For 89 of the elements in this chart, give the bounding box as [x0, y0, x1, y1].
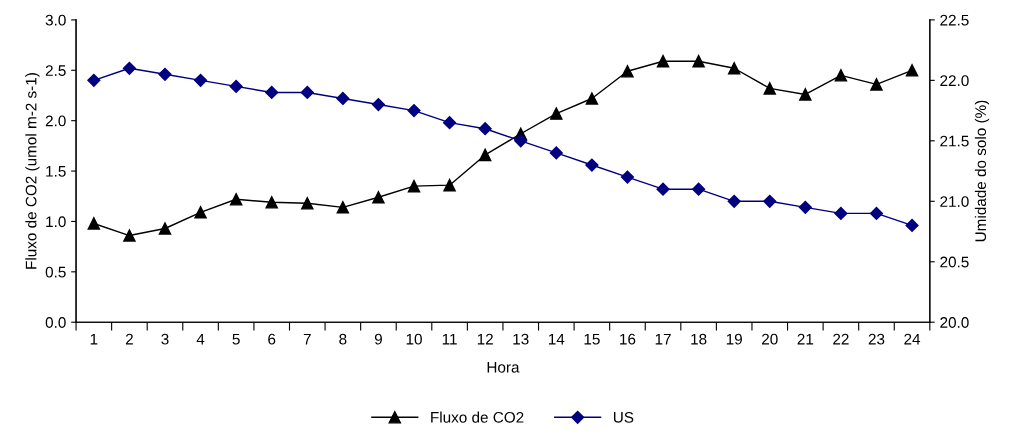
- point: [620, 170, 635, 184]
- point: [692, 54, 705, 68]
- point: [692, 182, 706, 196]
- x-tick-label: 3: [161, 333, 169, 345]
- y2-tick-label: 21.5: [940, 135, 969, 147]
- x-tick-label: 21: [797, 333, 814, 345]
- point: [229, 79, 243, 93]
- point: [798, 200, 812, 214]
- point: [336, 91, 350, 106]
- point: [905, 218, 919, 233]
- x-tick-label: 11: [442, 333, 457, 345]
- x-tick-label: 4: [196, 333, 205, 345]
- point: [336, 201, 350, 214]
- point: [799, 88, 812, 101]
- point: [834, 206, 848, 220]
- y2-axis-title: Umidade do solo (%): [974, 100, 990, 242]
- point: [193, 73, 208, 87]
- legend-label: US: [613, 411, 634, 423]
- x-tick-label: 2: [125, 333, 133, 345]
- x-tick-label: 18: [691, 333, 707, 345]
- point: [621, 65, 634, 78]
- x-tick-label: 20: [762, 333, 778, 345]
- x-tick-label: 5: [232, 333, 240, 345]
- point: [87, 73, 101, 87]
- x-tick-label: 12: [477, 333, 493, 345]
- y-tick-label: 3.0: [45, 14, 66, 26]
- x-axis-title: Hora: [487, 362, 520, 373]
- point: [763, 194, 777, 208]
- point: [300, 85, 314, 100]
- x-tick-label: 1: [90, 333, 98, 345]
- y-tick-label: 1.5: [46, 166, 66, 177]
- x-tick-label: 24: [904, 333, 921, 345]
- point: [122, 61, 136, 75]
- point: [407, 179, 421, 193]
- point: [372, 191, 385, 204]
- x-tick-label: 8: [339, 333, 347, 345]
- y2-tick-label: 20.0: [940, 317, 969, 328]
- point: [905, 64, 919, 77]
- point: [407, 104, 421, 118]
- x-tick-label: 23: [868, 333, 885, 345]
- x-tick-label: 6: [268, 333, 276, 345]
- y-tick-label: 0.5: [45, 266, 66, 278]
- point: [763, 82, 777, 95]
- x-tick-label: 22: [833, 333, 849, 345]
- point: [585, 92, 599, 105]
- point: [301, 197, 314, 210]
- x-tick-label: 17: [655, 333, 671, 345]
- point: [514, 134, 528, 148]
- y-tick-label: 1.0: [46, 216, 66, 228]
- point: [229, 193, 243, 206]
- point: [442, 116, 457, 130]
- point: [158, 222, 172, 235]
- y-tick-label: 2.5: [45, 65, 66, 76]
- x-tick-label: 13: [513, 333, 529, 345]
- x-tick-label: 19: [726, 333, 742, 345]
- y2-tick-label: 21.0: [940, 196, 969, 207]
- point: [549, 146, 563, 160]
- point: [478, 122, 492, 136]
- point: [158, 67, 172, 81]
- y-tick-label: 2.0: [45, 115, 66, 127]
- x-tick-label: 7: [303, 333, 311, 345]
- x-tick-label: 15: [584, 333, 600, 345]
- y2-tick-label: 22.0: [940, 75, 969, 87]
- x-tick-label: 9: [374, 333, 382, 345]
- y-axis-title: Fluxo de CO2 (umol m-2 s-1): [25, 73, 40, 269]
- point: [443, 178, 456, 192]
- point: [265, 196, 278, 209]
- point: [585, 158, 599, 172]
- point: [834, 69, 848, 82]
- point: [727, 194, 741, 208]
- point: [727, 62, 741, 75]
- point: [265, 85, 279, 100]
- point: [869, 206, 884, 220]
- point: [478, 148, 492, 162]
- y-tick-label: 0.0: [45, 317, 66, 328]
- x-tick-label: 10: [406, 333, 422, 345]
- point: [656, 54, 670, 68]
- y2-tick-label: 22.5: [940, 14, 969, 26]
- x-tick-label: 14: [548, 333, 565, 345]
- point: [87, 217, 101, 230]
- point: [194, 206, 207, 219]
- point: [870, 78, 883, 91]
- point: [550, 107, 563, 120]
- x-tick-label: 16: [620, 333, 636, 345]
- legend-label: Fluxo de CO2: [431, 411, 524, 423]
- y2-tick-label: 20.5: [940, 256, 969, 268]
- point: [123, 229, 136, 242]
- point: [371, 97, 386, 112]
- point: [656, 182, 670, 196]
